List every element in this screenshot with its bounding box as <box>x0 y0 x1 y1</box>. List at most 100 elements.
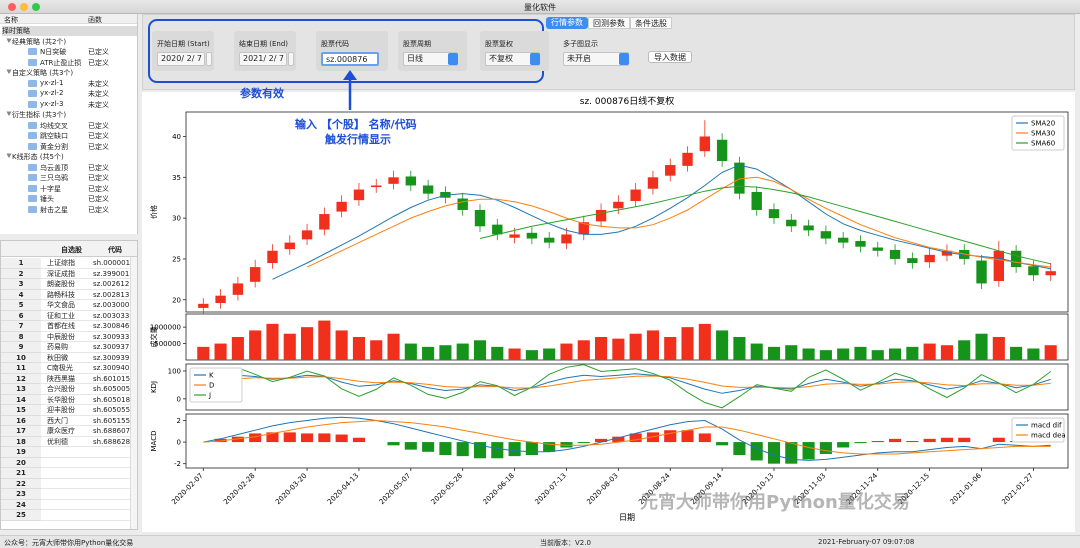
stock-name[interactable]: 陕西黑猫 <box>47 374 75 383</box>
stock-code[interactable]: sz.003033 <box>93 311 130 320</box>
minimize-button[interactable] <box>20 3 28 11</box>
tree-item[interactable]: ATR止盈止损 <box>40 58 82 67</box>
tree-item[interactable]: 三只乌鸦 <box>40 174 68 182</box>
stock-code[interactable]: sz.300940 <box>93 364 130 372</box>
folder-icon <box>6 111 12 116</box>
stock-code[interactable]: sh.688607 <box>93 427 130 435</box>
field-input[interactable]: 2021/ 2/ 7 <box>239 52 287 66</box>
tree-group[interactable]: 经典策略 (共2个) <box>12 37 67 46</box>
stock-code[interactable]: sz.300933 <box>93 332 130 341</box>
macd-bar <box>456 442 469 457</box>
tree-item[interactable]: 十字星 <box>40 184 61 193</box>
field-input[interactable]: sz.000876 <box>321 52 379 66</box>
import-button[interactable]: 导入数据 <box>648 51 692 63</box>
stock-code[interactable]: sh.605055 <box>93 406 130 414</box>
row-line <box>41 500 130 510</box>
folder-icon <box>28 58 37 66</box>
tree-item[interactable]: yx-zl-2 <box>40 89 64 97</box>
tree-group[interactable]: 自定义策略 (共3个) <box>12 69 74 77</box>
tree-group[interactable]: K线形态 (共5个) <box>12 153 64 161</box>
folder-icon <box>28 121 37 129</box>
row-line <box>41 489 130 500</box>
row-number: 19 <box>1 447 41 458</box>
stock-name[interactable]: 征和工业 <box>47 311 75 320</box>
volume-bar <box>473 340 487 360</box>
tree-item-func: 已定义 <box>88 205 109 214</box>
stock-name[interactable]: 康众医疗 <box>47 427 75 435</box>
candle-body <box>215 295 226 304</box>
volume-bar <box>577 340 590 360</box>
spin-button[interactable] <box>288 52 294 66</box>
stock-code[interactable]: sz.300846 <box>93 322 130 330</box>
stock-code[interactable]: sh.688628 <box>93 437 130 446</box>
stock-code[interactable]: sh.601015 <box>93 374 130 383</box>
param-panel: 行情参数 回测参数 条件选股 开始日期 (Start) 2020/ 2/ 7 结束日期 (… <box>142 14 1075 90</box>
stock-code[interactable]: sh.605018 <box>93 395 130 404</box>
stock-code[interactable]: sh.000001 <box>93 259 130 267</box>
row-line <box>41 447 130 458</box>
stock-name[interactable]: 华文食品 <box>47 301 75 309</box>
stock-code[interactable]: sz.300937 <box>93 343 130 351</box>
stock-code[interactable]: sz.003000 <box>93 301 130 309</box>
row-number: 20 <box>1 457 41 468</box>
candle-body <box>820 231 832 239</box>
stock-name[interactable]: 优利德 <box>47 437 68 446</box>
select-arrow[interactable] <box>619 53 629 65</box>
stock-name[interactable]: 长华股份 <box>47 395 75 404</box>
tree-item[interactable]: 黄金分割 <box>40 142 68 151</box>
tab[interactable]: 条件选股 <box>630 17 672 29</box>
stock-code[interactable]: sh.605155 <box>93 416 130 425</box>
y-axis-label: 成交量 <box>149 327 158 348</box>
stock-name[interactable]: 深证成指 <box>47 269 75 278</box>
spin-button[interactable] <box>206 52 212 66</box>
row-line <box>41 300 130 311</box>
y-tick-label: 2 <box>177 417 181 425</box>
stock-name[interactable]: 药易购 <box>47 343 68 351</box>
macd-bar <box>387 442 400 446</box>
stock-name[interactable]: 朗姿股份 <box>47 280 75 288</box>
stock-code[interactable]: sz.002813 <box>93 290 130 299</box>
tree-item[interactable]: 乌云盖顶 <box>40 163 68 172</box>
stock-code[interactable]: sz.399001 <box>93 269 130 278</box>
tree-item[interactable]: 均线交叉 <box>40 121 68 130</box>
stock-code[interactable]: sz.002612 <box>93 280 130 288</box>
stock-name[interactable]: C南极光 <box>47 364 73 372</box>
row-number: 9 <box>1 342 41 353</box>
close-button[interactable] <box>8 3 16 11</box>
stock-name[interactable]: 中辰股份 <box>47 332 75 341</box>
macd-bar <box>681 430 694 443</box>
tab[interactable]: 行情参数 <box>546 17 588 29</box>
tree-item-func: 已定义 <box>88 132 109 140</box>
y-axis-label: 价格 <box>149 205 158 219</box>
stock-name[interactable]: 秋田微 <box>47 353 68 362</box>
volume-bar <box>491 346 504 360</box>
zoom-button[interactable] <box>32 3 40 11</box>
stock-name[interactable]: 合兴股份 <box>47 385 75 393</box>
tree-item[interactable]: 跳空缺口 <box>40 132 68 140</box>
tree-item[interactable]: yx-zl-1 <box>40 78 64 87</box>
field-input[interactable]: 2020/ 2/ 7 <box>157 52 205 66</box>
stock-name[interactable]: 西大门 <box>47 416 68 425</box>
stock-name[interactable]: 路畅科技 <box>47 290 75 299</box>
select-arrow[interactable] <box>530 53 540 65</box>
volume-bar <box>802 348 815 360</box>
candle-body <box>1028 266 1039 276</box>
tree-item[interactable]: 锤头 <box>40 195 54 203</box>
stock-code[interactable]: sh.605005 <box>93 385 130 393</box>
field-input[interactable]: 未开启 <box>563 52 629 66</box>
tree-root[interactable]: 择时策略 <box>2 26 137 36</box>
tree-item[interactable]: 射击之星 <box>40 205 68 214</box>
row-line <box>41 426 130 437</box>
legend-label: J <box>208 392 211 400</box>
tree-group[interactable]: 衍生指标 (共3个) <box>12 111 67 119</box>
stock-name[interactable]: 首都在线 <box>47 322 75 330</box>
select-arrow[interactable] <box>448 53 458 65</box>
stock-code[interactable]: sz.300939 <box>93 353 130 362</box>
tree-item[interactable]: N日突破 <box>40 48 67 56</box>
stock-name[interactable]: 上证综指 <box>47 259 75 267</box>
stock-name[interactable]: 迎丰股份 <box>47 406 75 414</box>
status-bar: 公众号：元宵大师带你用Python量化交易 当前版本：V2.0 2021-Feb… <box>0 535 1080 548</box>
tab[interactable]: 回测参数 <box>588 17 630 29</box>
tree-item[interactable]: yx-zl-3 <box>40 99 64 108</box>
macd-bar <box>283 432 296 443</box>
